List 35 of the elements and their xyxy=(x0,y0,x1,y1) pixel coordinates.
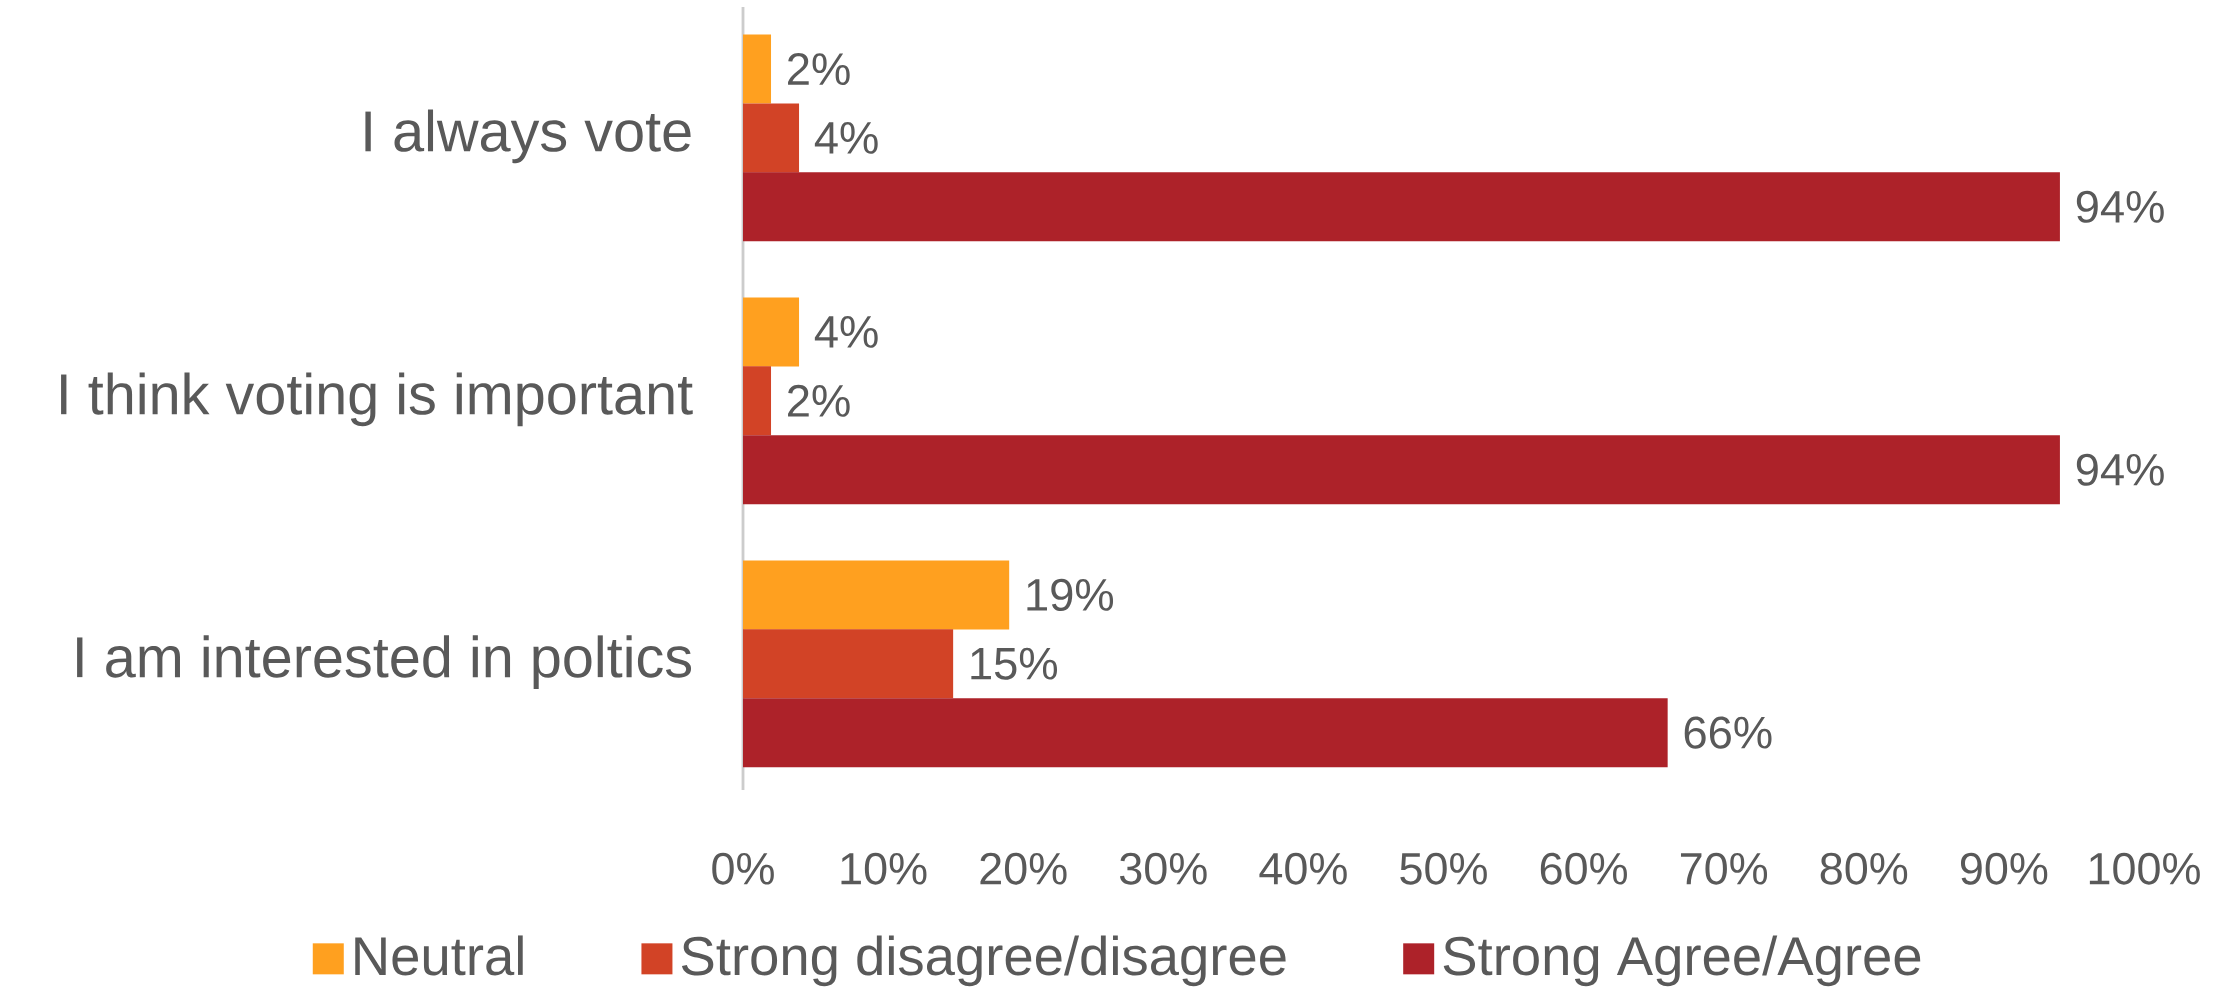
data-label: 19% xyxy=(1027,578,1114,611)
x-tick-label: 80% xyxy=(1820,852,1908,885)
data-label: 2% xyxy=(788,53,850,86)
data-label: 94% xyxy=(2076,190,2164,223)
x-tick-label: 100% xyxy=(2089,852,2200,885)
bar xyxy=(743,34,772,104)
bar xyxy=(743,560,1010,630)
x-tick-label: 60% xyxy=(1540,852,1627,885)
y-tick-label: I think voting is important xyxy=(61,372,693,427)
bar xyxy=(743,297,800,367)
x-tick-label: 0% xyxy=(712,852,774,885)
y-tick-label: I always vote xyxy=(365,109,691,164)
bar xyxy=(743,435,2060,505)
x-tick-label: 10% xyxy=(841,852,927,885)
x-tick-label: 90% xyxy=(1960,852,2048,885)
x-tick-label: 40% xyxy=(1259,852,1347,885)
x-tick-label: 50% xyxy=(1400,852,1487,885)
data-label: 4% xyxy=(814,316,878,348)
bar xyxy=(743,103,800,173)
legend-label: Neutral xyxy=(355,935,523,976)
data-label: 94% xyxy=(2076,453,2164,486)
bar xyxy=(743,629,954,699)
data-label: 66% xyxy=(1684,716,1772,749)
bar xyxy=(743,366,772,436)
x-tick-label: 30% xyxy=(1119,852,1207,885)
legend-label: Strong Agree/Agree xyxy=(1443,935,1921,987)
data-label: 4% xyxy=(814,122,878,154)
bar xyxy=(743,172,2060,242)
y-tick-label: I am interested in poltics xyxy=(77,635,692,690)
x-tick-label: 20% xyxy=(980,852,1067,885)
x-tick-label: 70% xyxy=(1680,852,1768,885)
legend-label: Strong disagree/disagree xyxy=(681,935,1286,987)
bar xyxy=(743,698,1668,768)
data-label: 15% xyxy=(971,647,1058,680)
data-label: 2% xyxy=(788,384,850,417)
